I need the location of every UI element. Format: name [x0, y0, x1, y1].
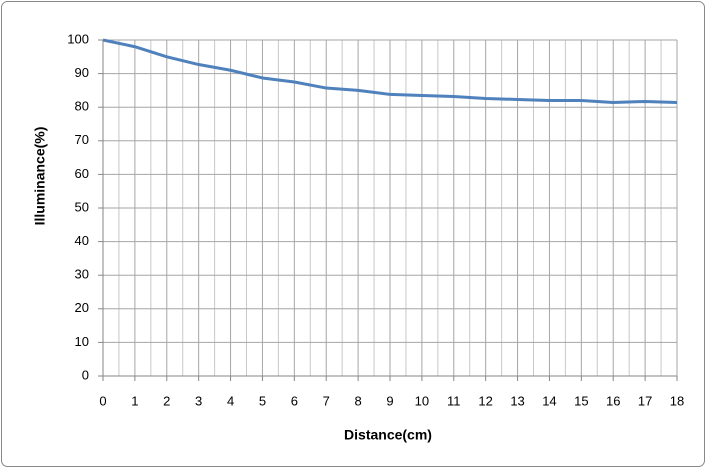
x-tick-label: 6	[291, 393, 298, 408]
x-tick-label: 14	[542, 393, 556, 408]
x-tick-label: 8	[354, 393, 361, 408]
y-tick-label: 70	[75, 132, 89, 147]
x-axis-title: Distance(cm)	[344, 427, 432, 443]
y-tick-label: 50	[75, 199, 89, 214]
x-tick-label: 3	[195, 393, 202, 408]
x-tick-label: 9	[386, 393, 393, 408]
x-tick-label: 7	[323, 393, 330, 408]
x-tick-label: 15	[574, 393, 588, 408]
x-tick-label: 18	[670, 393, 684, 408]
x-tick-label: 16	[606, 393, 620, 408]
x-tick-label: 2	[163, 393, 170, 408]
y-tick-label: 30	[75, 267, 89, 282]
x-tick-label: 0	[99, 393, 106, 408]
x-tick-label: 17	[638, 393, 652, 408]
y-tick-label: 100	[67, 31, 89, 46]
y-tick-label: 80	[75, 99, 89, 114]
x-tick-label: 4	[227, 393, 234, 408]
x-tick-label: 5	[259, 393, 266, 408]
y-tick-label: 20	[75, 300, 89, 315]
x-tick-label: 13	[510, 393, 524, 408]
y-tick-label: 10	[75, 334, 89, 349]
x-tick-label: 12	[478, 393, 492, 408]
y-tick-label: 0	[82, 367, 89, 382]
y-axis-title: Illuminance(%)	[32, 127, 48, 226]
data-line	[102, 38, 678, 104]
y-tick-label: 40	[75, 233, 89, 248]
x-tick-label: 10	[415, 393, 429, 408]
y-tick-label: 90	[75, 65, 89, 80]
x-tick-label: 11	[447, 393, 461, 408]
x-tick-label: 1	[131, 393, 138, 408]
y-tick-label: 60	[75, 166, 89, 181]
